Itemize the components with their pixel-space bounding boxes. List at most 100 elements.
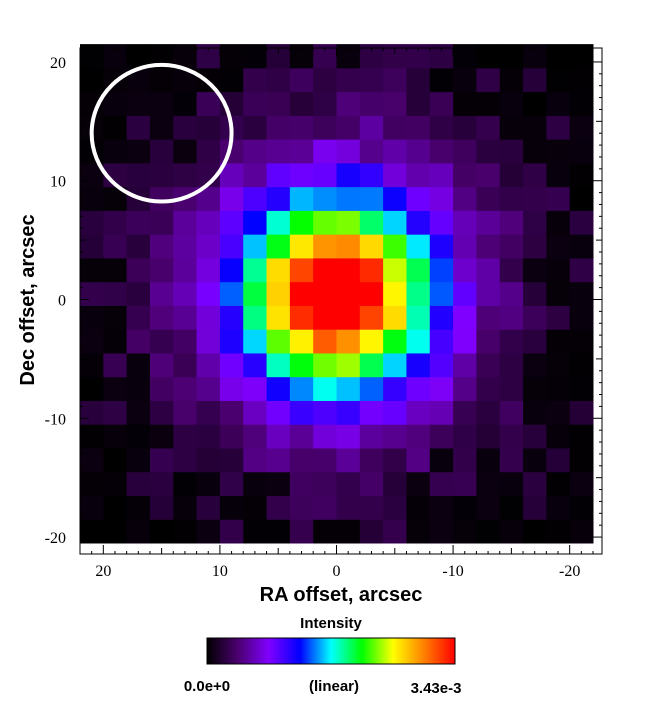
heatmap-cell (569, 115, 594, 140)
heatmap-cell (149, 305, 174, 330)
heatmap-cell (406, 305, 431, 330)
heatmap-cell (429, 447, 454, 473)
heatmap-cell (476, 447, 501, 473)
heatmap-cell (126, 352, 151, 378)
heatmap-cell (149, 376, 174, 401)
heatmap-cell (313, 305, 337, 330)
heatmap-cell (359, 115, 384, 140)
heatmap-cell (453, 44, 477, 69)
heatmap-cell (383, 162, 407, 188)
heatmap-cell (406, 471, 431, 496)
heatmap-cell (569, 447, 594, 473)
heatmap-cell (313, 447, 337, 473)
heatmap-cell (429, 305, 454, 330)
heatmap-cell (289, 91, 314, 116)
heatmap-cell (173, 115, 198, 140)
heatmap-cell (289, 210, 314, 235)
colorbar-scale-label: (linear) (309, 678, 359, 695)
heatmap-cell (103, 305, 128, 330)
heatmap-cell (453, 67, 477, 93)
heatmap-cell (476, 376, 501, 401)
heatmap-cell (126, 234, 151, 259)
heatmap-cell (149, 257, 174, 283)
heatmap-cell (196, 400, 221, 425)
heatmap-cell (523, 186, 547, 211)
plot-frame (79, 47, 603, 555)
heatmap-cell (173, 139, 198, 164)
heatmap-cell (429, 115, 454, 140)
heatmap-cell (523, 67, 547, 93)
heatmap-cell (546, 305, 571, 330)
heatmap-cell (80, 67, 104, 93)
y-tick-label: -10 (45, 411, 66, 428)
heatmap-cell (266, 305, 291, 330)
heatmap-cell (429, 186, 454, 211)
heatmap-cell (406, 139, 431, 164)
heatmap-cell (359, 447, 384, 473)
heatmap-cell (219, 210, 244, 235)
heatmap-cell (243, 447, 268, 473)
heatmap-cell (523, 257, 547, 283)
heatmap-cell (103, 376, 128, 401)
heatmap-cell (453, 376, 477, 401)
heatmap-cell (149, 281, 174, 306)
heatmap-cell (289, 115, 314, 140)
heatmap-cell (196, 91, 221, 116)
heatmap-cell (453, 329, 477, 354)
heatmap-cell (476, 471, 501, 496)
heatmap-cell (523, 115, 547, 140)
heatmap-cell (569, 257, 594, 283)
heatmap-cell (313, 234, 337, 259)
heatmap-cell (546, 91, 571, 116)
heatmap-cell (523, 91, 547, 116)
heatmap-cell (126, 495, 151, 520)
heatmap-cell (80, 234, 104, 259)
heatmap-cell (149, 139, 174, 164)
colorbar-title: Intensity (300, 615, 362, 632)
heatmap-cell (453, 281, 477, 306)
heatmap-cell (336, 495, 361, 520)
heatmap-cell (266, 257, 291, 283)
heatmap-cell (103, 234, 128, 259)
heatmap-cell (173, 495, 198, 520)
heatmap-cell (429, 139, 454, 164)
heatmap-cell (219, 447, 244, 473)
heatmap-cell (103, 44, 128, 69)
heatmap-cell (336, 91, 361, 116)
heatmap-cell (569, 352, 594, 378)
heatmap-cell (126, 424, 151, 449)
heatmap-cell (406, 257, 431, 283)
heatmap-cell (429, 519, 454, 544)
heatmap-cell (289, 471, 314, 496)
heatmap-cell (523, 329, 547, 354)
x-tick-label: 20 (95, 563, 111, 580)
heatmap-cell (523, 447, 547, 473)
heatmap-cell (476, 352, 501, 378)
heatmap-cell (173, 281, 198, 306)
heatmap-cell (546, 162, 571, 188)
heatmap-cell (383, 424, 407, 449)
heatmap-cell (196, 139, 221, 164)
heatmap-cell (173, 91, 198, 116)
heatmap-cell (313, 162, 337, 188)
heatmap-cell (80, 519, 104, 544)
heatmap-cell (196, 447, 221, 473)
heatmap-cell (546, 281, 571, 306)
heatmap-cell (523, 376, 547, 401)
heatmap-cell (219, 400, 244, 425)
x-tick-label: 0 (333, 563, 341, 580)
heatmap-cell (359, 424, 384, 449)
heatmap-cell (383, 519, 407, 544)
heatmap-cell (126, 329, 151, 354)
heatmap-cells (80, 44, 594, 544)
heatmap-cell (359, 257, 384, 283)
heatmap-cell (103, 115, 128, 140)
heatmap-cell (196, 495, 221, 520)
heatmap-cell (313, 210, 337, 235)
heatmap-cell (173, 424, 198, 449)
heatmap-cell (406, 400, 431, 425)
x-axis-ticks: 20 10 0 -10 -20 (79, 48, 594, 580)
heatmap-cell (313, 376, 337, 401)
heatmap-cell (126, 67, 151, 93)
heatmap-cell (453, 424, 477, 449)
